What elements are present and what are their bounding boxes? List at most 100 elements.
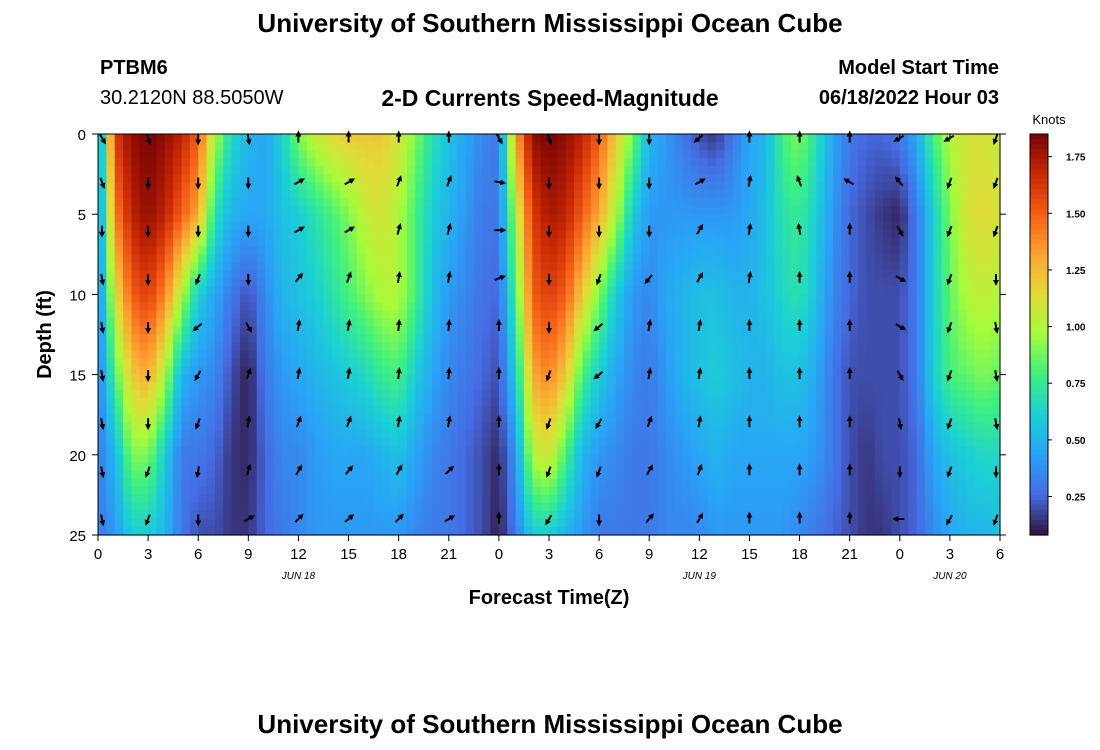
- heatmap-cell: [198, 486, 208, 496]
- heatmap-cell: [916, 358, 926, 368]
- heatmap-cell: [398, 230, 408, 239]
- heatmap-cell: [440, 398, 450, 408]
- heatmap-cell: [306, 214, 316, 223]
- heatmap-cell: [189, 478, 199, 488]
- heatmap-cell: [181, 414, 191, 424]
- heatmap-cell: [866, 390, 876, 400]
- heatmap-cell: [908, 190, 918, 199]
- heatmap-cell: [365, 310, 375, 320]
- heatmap-cell: [331, 358, 341, 368]
- heatmap-cell: [858, 270, 867, 279]
- heatmap-cell: [816, 438, 826, 448]
- heatmap-cell: [724, 382, 734, 392]
- heatmap-cell: [557, 294, 567, 304]
- heatmap-cell: [891, 262, 901, 271]
- heatmap-cell: [139, 382, 149, 392]
- heatmap-cell: [816, 406, 826, 416]
- heatmap-cell: [189, 398, 199, 408]
- heatmap-cell: [807, 358, 817, 368]
- heatmap-cell: [908, 350, 918, 360]
- heatmap-cell: [624, 278, 634, 287]
- heatmap-cell: [206, 190, 216, 199]
- heatmap-cell: [891, 422, 901, 432]
- heatmap-cell: [473, 430, 483, 440]
- heatmap-cell: [281, 478, 291, 488]
- heatmap-cell: [181, 230, 191, 239]
- heatmap-cell: [340, 342, 350, 352]
- heatmap-cell: [365, 262, 375, 271]
- heatmap-cell: [599, 486, 609, 496]
- heatmap-cell: [265, 470, 274, 480]
- heatmap-cell: [398, 358, 408, 368]
- heatmap-cell: [306, 174, 316, 183]
- heatmap-cell: [532, 214, 542, 223]
- heatmap-cell: [874, 214, 884, 223]
- heatmap-cell: [181, 526, 191, 536]
- heatmap-cell: [407, 334, 416, 344]
- heatmap-cell: [599, 190, 609, 199]
- heatmap-cell: [440, 454, 450, 464]
- heatmap-cell: [298, 398, 308, 408]
- heatmap-cell: [356, 478, 366, 488]
- heatmap-cell: [206, 150, 216, 159]
- heatmap-cell: [148, 414, 158, 424]
- heatmap-cell: [248, 390, 258, 400]
- heatmap-cell: [549, 350, 558, 360]
- heatmap-cell: [599, 350, 609, 360]
- heatmap-cell: [640, 334, 650, 344]
- heatmap-cell: [866, 414, 876, 424]
- heatmap-cell: [515, 278, 525, 287]
- heatmap-cell: [841, 350, 851, 360]
- heatmap-cell: [164, 302, 174, 312]
- heatmap-cell: [724, 502, 734, 512]
- heatmap-cell: [749, 318, 759, 328]
- heatmap-cell: [407, 462, 416, 472]
- chart-title: 2-D Currents Speed-Magnitude: [381, 85, 719, 111]
- heatmap-cell: [407, 318, 416, 328]
- heatmap-cell: [214, 454, 224, 464]
- heatmap-cell: [607, 398, 617, 408]
- heatmap-cell: [615, 334, 625, 344]
- heatmap-cell: [674, 206, 684, 215]
- heatmap-cell: [640, 158, 650, 167]
- heatmap-cell: [440, 526, 450, 536]
- heatmap-cell: [256, 318, 266, 328]
- heatmap-cell: [290, 326, 300, 336]
- heatmap-cell: [799, 198, 809, 207]
- heatmap-cell: [841, 302, 851, 312]
- heatmap-cell: [824, 326, 834, 336]
- heatmap-cell: [164, 206, 174, 215]
- heatmap-cell: [131, 454, 141, 464]
- heatmap-cell: [766, 438, 776, 448]
- heatmap-cell: [590, 502, 600, 512]
- heatmap-cell: [440, 462, 450, 472]
- heatmap-cell: [699, 462, 709, 472]
- heatmap-cell: [114, 254, 124, 263]
- heatmap-cell: [323, 254, 333, 263]
- heatmap-cell: [198, 230, 208, 239]
- heatmap-cell: [231, 206, 241, 215]
- heatmap-cell: [699, 230, 709, 239]
- heatmap-cell: [423, 134, 433, 143]
- heatmap-cell: [123, 286, 133, 295]
- heatmap-cell: [123, 334, 133, 344]
- heatmap-cell: [832, 198, 842, 207]
- heatmap-cell: [323, 358, 333, 368]
- heatmap-cell: [782, 454, 792, 464]
- heatmap-cell: [123, 438, 133, 448]
- heatmap-cell: [248, 486, 258, 496]
- heatmap-cell: [615, 406, 625, 416]
- heatmap-cell: [123, 214, 133, 223]
- heatmap-cell: [707, 294, 717, 304]
- heatmap-cell: [465, 470, 475, 480]
- heatmap-cell: [457, 406, 467, 416]
- heatmap-cell: [924, 390, 934, 400]
- heatmap-cell: [816, 422, 826, 432]
- heatmap-cell: [657, 398, 667, 408]
- heatmap-cell: [298, 358, 308, 368]
- heatmap-cell: [214, 510, 224, 520]
- heatmap-cell: [565, 414, 575, 424]
- heatmap-cell: [624, 270, 634, 279]
- heatmap-cell: [248, 446, 258, 456]
- heatmap-cell: [707, 350, 717, 360]
